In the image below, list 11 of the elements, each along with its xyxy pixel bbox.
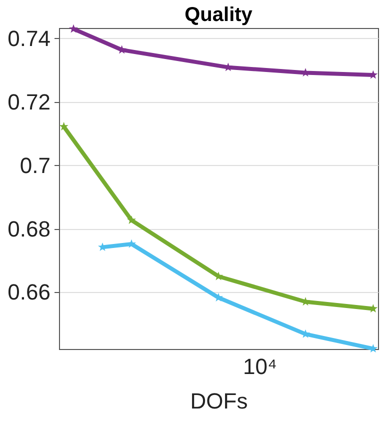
y-tick-label: 0.74 — [8, 26, 50, 51]
y-tick-label: 0.68 — [8, 216, 50, 242]
point — [126, 215, 136, 224]
y-tick-label: 0.7 — [20, 152, 50, 178]
point — [59, 122, 68, 130]
y-tick-label: 0.72 — [8, 89, 50, 114]
text: 10⁴ — [243, 354, 277, 379]
x-axis-title: DOFs — [190, 388, 248, 414]
point — [68, 24, 78, 33]
y-tick-label: 0.66 — [8, 280, 50, 305]
chart-title: Quality — [184, 4, 254, 26]
